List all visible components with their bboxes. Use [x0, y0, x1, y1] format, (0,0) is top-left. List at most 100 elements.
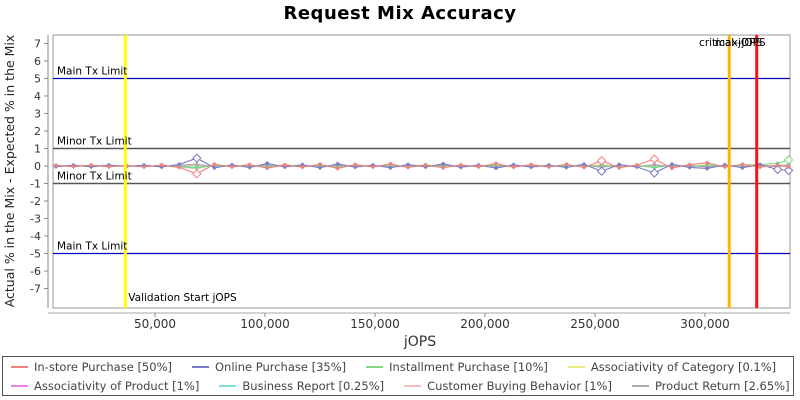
data-point-diamond [563, 164, 569, 170]
legend-item: Product Return [2.65%] [631, 378, 790, 393]
limit-line-label: Main Tx Limit [57, 241, 127, 253]
data-point-diamond [405, 164, 411, 170]
data-point-diamond [192, 169, 202, 179]
legend-swatch [404, 384, 422, 387]
data-point-diamond [282, 162, 288, 168]
marker-line-label: critical-jOPS [699, 37, 762, 49]
data-point-diamond [739, 161, 745, 167]
legend-row-1: In-store Purchase [50%] Online Purchase [… [3, 357, 793, 376]
legend-swatch [567, 365, 585, 368]
data-point-diamond [786, 164, 792, 170]
legend-row-2: Associativity of Product [1%] Business Re… [3, 376, 793, 395]
legend: In-store Purchase [50%] Online Purchase [… [2, 356, 794, 396]
x-tick-label: 50,000 [134, 317, 176, 331]
legend-label: Business Report [0.25%] [242, 378, 385, 393]
data-point-diamond [563, 161, 569, 167]
data-point-diamond [53, 162, 59, 168]
data-point-diamond [176, 164, 182, 170]
data-point-diamond [335, 161, 341, 167]
x-tick-label: 100,000 [240, 317, 290, 331]
data-point-diamond [687, 162, 693, 168]
limit-lines [53, 77, 790, 255]
y-tick-label: 1 [34, 143, 41, 156]
data-point-diamond [596, 166, 607, 176]
data-point-diamond [211, 165, 217, 171]
legend-swatch [219, 384, 237, 387]
y-tick-label: 7 [34, 38, 41, 51]
legend-label: Product Return [2.65%] [654, 378, 790, 393]
y-tick-label: 3 [34, 108, 41, 121]
axes: 7 6 5 4 3 2 1 0 -1 -2 -3 -4 -5 -6 -7 50,000 100,000 150,0… [30, 34, 791, 331]
y-axis-label: Actual % in the Mix - Expected % in the … [2, 35, 17, 308]
data-point-diamond [669, 165, 675, 171]
data-point-diamond [317, 161, 323, 167]
y-tick-label: 4 [34, 90, 41, 103]
y-tick-label: -7 [30, 283, 41, 296]
y-tick-label: 2 [34, 125, 41, 138]
data-point-diamond [370, 164, 376, 170]
data-point-diamond [352, 164, 358, 170]
legend-swatch [631, 384, 649, 387]
marker-line-label: Validation Start jOPS [128, 292, 237, 304]
legend-swatch [366, 365, 384, 368]
plot-canvas: 7 6 5 4 3 2 1 0 -1 -2 -3 -4 -5 -6 -7 50,000 100,000 150,0… [2, 34, 794, 350]
inline-labels: Main Tx Limit Minor Tx Limit Minor Tx Limi… [57, 37, 766, 304]
data-point-diamond [264, 160, 270, 166]
x-axis-label: jOPS [403, 334, 436, 350]
limit-line-label: Main Tx Limit [57, 66, 127, 78]
legend-label: In-store Purchase [50%] [34, 359, 172, 374]
data-point-diamond [775, 162, 781, 168]
data-point-diamond [687, 164, 693, 170]
data-point-diamond [528, 164, 534, 170]
marker-line-label: max-jOPS [715, 37, 766, 49]
data-point-diamond [475, 164, 481, 170]
x-tick-label: 200,000 [460, 317, 510, 331]
data-point-diamond [299, 164, 305, 170]
data-point-diamond [581, 164, 587, 170]
data-point-diamond [88, 162, 94, 168]
legend-swatch [191, 365, 209, 368]
series-lines [53, 153, 794, 179]
data-point-diamond [352, 162, 358, 168]
limit-line-label: Minor Tx Limit [57, 171, 132, 183]
data-point-diamond [387, 161, 393, 167]
data-point-diamond [335, 166, 341, 171]
legend-item: Associativity of Product [1%] [11, 379, 199, 393]
data-point-diamond [616, 165, 622, 171]
data-point-diamond [493, 161, 499, 166]
y-tick-label: -4 [30, 230, 41, 243]
data-point-diamond [440, 165, 446, 171]
plot-border [52, 34, 791, 309]
legend-label: Installment Purchase [10%] [389, 359, 548, 374]
data-point-diamond [440, 161, 446, 167]
legend-label: Associativity of Category [0.1%] [590, 359, 777, 374]
data-point-diamond [141, 164, 147, 170]
x-tick-label: 150,000 [350, 317, 400, 331]
data-point-diamond [649, 154, 660, 164]
legend-item: Business Report [0.25%] [219, 379, 384, 393]
data-point-diamond [739, 165, 745, 171]
chart-title: Request Mix Accuracy [283, 3, 517, 24]
data-point-diamond [458, 162, 464, 168]
data-point-diamond [783, 155, 794, 165]
marker-lines [123, 35, 759, 308]
y-tick-label: -1 [30, 178, 41, 191]
y-tick-label: 6 [34, 55, 41, 68]
legend-item: Installment Purchase [10%] [366, 360, 548, 374]
data-point-diamond [317, 165, 323, 171]
data-point-diamond [783, 165, 794, 176]
data-point-diamond [71, 164, 77, 169]
data-point-diamond [649, 168, 660, 178]
y-tick-label: -2 [30, 195, 41, 208]
x-tick-label: 250,000 [570, 317, 620, 331]
legend-item: Customer Buying Behavior [1%] [404, 379, 612, 393]
data-point-diamond [596, 156, 607, 166]
y-tick-label: 0 [34, 160, 41, 173]
legend-label: Online Purchase [35%] [214, 359, 347, 374]
data-point-diamond [247, 162, 253, 168]
legend-label: Customer Buying Behavior [1%] [427, 378, 612, 393]
data-point-diamond [192, 153, 202, 163]
data-point-diamond [704, 166, 710, 171]
data-point-diamond [106, 164, 112, 170]
